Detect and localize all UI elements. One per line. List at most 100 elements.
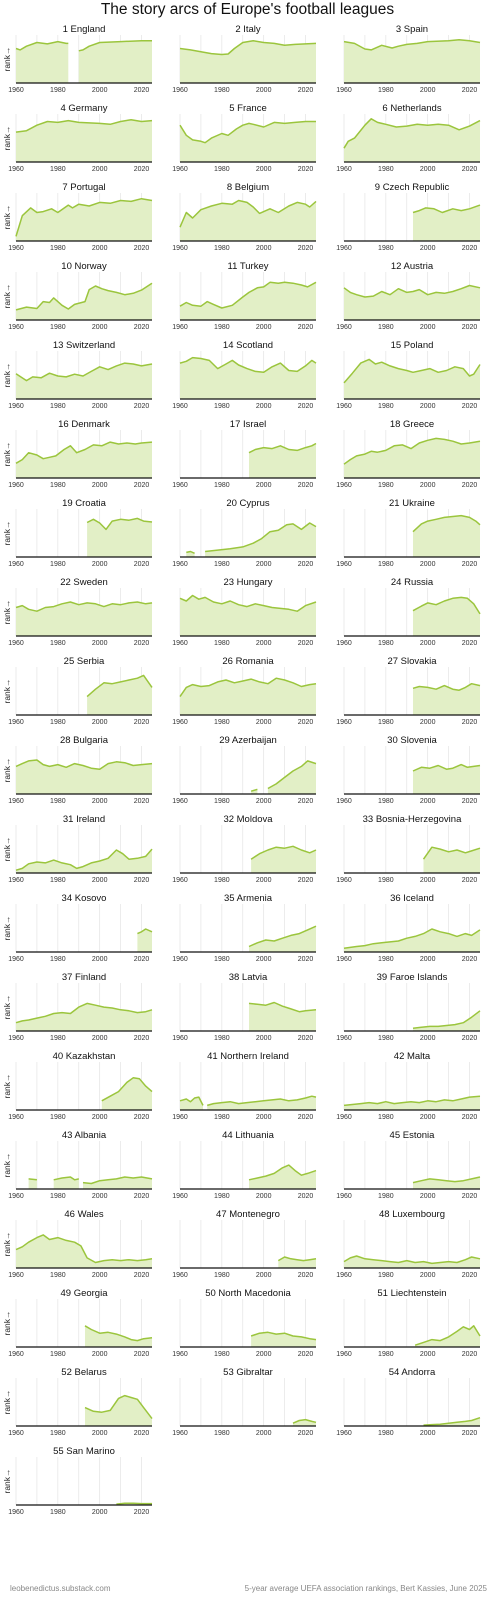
tick-label: 1960 — [336, 1430, 352, 1437]
tick-label: 1960 — [336, 561, 352, 568]
footer-data-credit: 5-year average UEFA association rankings… — [244, 1584, 487, 1593]
series-line — [101, 1077, 153, 1102]
tick-label: 1980 — [378, 245, 394, 252]
tick-label: 1980 — [378, 403, 394, 410]
tick-label: 1960 — [172, 324, 188, 331]
series-line — [15, 441, 153, 464]
tick-label: 1960 — [8, 403, 24, 410]
panel-title: 40 Kazakhstan — [53, 1051, 116, 1062]
area-fill — [180, 40, 316, 83]
area-fill — [16, 283, 152, 320]
panel-title: 11 Turkey — [227, 261, 268, 272]
tick-label: 2000 — [420, 1272, 436, 1279]
panel-title: 34 Kosovo — [62, 893, 107, 904]
tick-label: 2020 — [134, 324, 150, 331]
tick-label: 1980 — [378, 798, 394, 805]
tick-label: 2020 — [298, 1272, 314, 1279]
area-fill — [344, 118, 480, 162]
panel: 13 Switzerland 1960 1980 2000 2020 rank→ — [2, 340, 153, 410]
tick-label: 2000 — [92, 403, 108, 410]
tick-label: 2000 — [256, 245, 272, 252]
tick-label: 2020 — [298, 1193, 314, 1200]
tick-label: 1980 — [378, 166, 394, 173]
tick-label: 2000 — [256, 1035, 272, 1042]
tick-label: 1980 — [50, 798, 66, 805]
tick-label: 2000 — [256, 719, 272, 726]
tick-label: 2000 — [256, 1430, 272, 1437]
area-fill — [180, 121, 316, 162]
tick-label: 2020 — [134, 1430, 150, 1437]
series-line — [15, 1002, 153, 1024]
area-fill — [16, 41, 69, 83]
tick-label: 2000 — [92, 1193, 108, 1200]
tick-label: 1960 — [8, 166, 24, 173]
tick-label: 2020 — [134, 482, 150, 489]
tick-label: 1980 — [50, 245, 66, 252]
panel-title: 1 England — [63, 24, 106, 35]
panel-title: 54 Andorra — [389, 1367, 436, 1378]
tick-label: 2020 — [462, 877, 478, 884]
tick-label: 1960 — [8, 482, 24, 489]
area-fill — [251, 1332, 316, 1347]
panel: 10 Norway 1960 1980 2000 2020 rank→ — [2, 261, 153, 331]
area-fill — [278, 1257, 316, 1268]
tick-label: 1980 — [214, 640, 230, 647]
tick-label: 2000 — [92, 1351, 108, 1358]
tick-label: 1960 — [8, 1114, 24, 1121]
tick-label: 2000 — [256, 1193, 272, 1200]
tick-label: 1980 — [214, 877, 230, 884]
tick-label: 2000 — [420, 1035, 436, 1042]
panel: 42 Malta 1960 1980 2000 2020 — [336, 1051, 481, 1121]
tick-label: 2020 — [462, 956, 478, 963]
tick-label: 1960 — [172, 1193, 188, 1200]
series-line — [248, 442, 317, 454]
panel-title: 31 Ireland — [63, 814, 105, 825]
tick-label: 1980 — [214, 166, 230, 173]
series-line — [84, 1325, 153, 1342]
series-line — [412, 682, 481, 691]
panel-title: 37 Finland — [62, 972, 106, 983]
panel: 55 San Marino 1960 1980 2000 2020 rank→ — [2, 1446, 152, 1516]
panel: 41 Northern Ireland 1960 1980 2000 2020 — [172, 1051, 317, 1121]
panel: 28 Bulgaria 1960 1980 2000 2020 rank→ — [2, 735, 153, 805]
tick-label: 1960 — [172, 719, 188, 726]
tick-label: 1960 — [8, 640, 24, 647]
area-fill — [415, 1325, 480, 1347]
panel-title: 20 Cyprus — [226, 498, 270, 509]
tick-label: 2000 — [420, 1114, 436, 1121]
y-axis-label: rank→ — [2, 441, 12, 466]
panel: 49 Georgia 1960 1980 2000 2020 rank→ — [2, 1288, 153, 1358]
tick-label: 1960 — [336, 87, 352, 94]
area-fill — [16, 602, 152, 636]
tick-label: 1960 — [172, 87, 188, 94]
y-axis-label: rank→ — [2, 915, 12, 940]
tick-label: 1960 — [172, 1114, 188, 1121]
tick-label: 2000 — [256, 482, 272, 489]
tick-label: 1960 — [336, 956, 352, 963]
series-line — [343, 284, 481, 298]
tick-label: 1980 — [378, 640, 394, 647]
panel: 3 Spain 1960 1980 2000 2020 — [336, 24, 481, 94]
tick-label: 2020 — [298, 245, 314, 252]
tick-label: 2020 — [298, 877, 314, 884]
tick-label: 2000 — [92, 245, 108, 252]
panel-title: 8 Belgium — [227, 182, 269, 193]
panel: 16 Denmark 1960 1980 2000 2020 rank→ — [2, 419, 153, 489]
tick-label: 1960 — [336, 403, 352, 410]
tick-label: 1960 — [172, 877, 188, 884]
area-fill — [423, 847, 480, 873]
panel-title: 36 Iceland — [390, 893, 434, 904]
tick-label: 1980 — [50, 1114, 66, 1121]
area-fill — [344, 929, 480, 952]
tick-label: 2000 — [92, 1509, 108, 1516]
tick-label: 1980 — [214, 1035, 230, 1042]
panel: 52 Belarus 1960 1980 2000 2020 rank→ — [2, 1367, 153, 1437]
panel-title: 12 Austria — [391, 261, 434, 272]
series-line — [179, 39, 317, 56]
tick-label: 1960 — [8, 1430, 24, 1437]
tick-label: 1980 — [50, 166, 66, 173]
area-fill — [16, 198, 152, 241]
y-axis-label: rank→ — [2, 757, 12, 782]
area-fill — [180, 282, 316, 320]
series-line — [179, 199, 317, 228]
